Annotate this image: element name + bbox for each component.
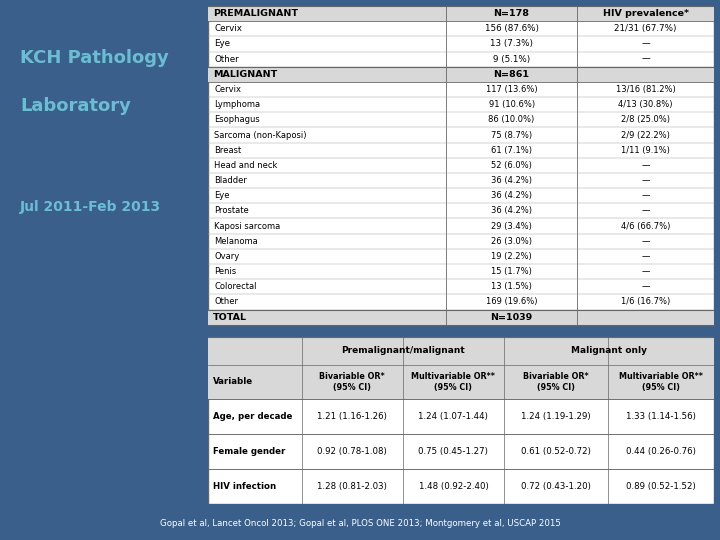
Text: Sarcoma (non-Kaposi): Sarcoma (non-Kaposi) (214, 131, 307, 139)
Text: 13/16 (81.2%): 13/16 (81.2%) (616, 85, 675, 94)
Text: 1/6 (16.7%): 1/6 (16.7%) (621, 298, 670, 307)
Bar (208, 309, 714, 325)
Text: 36 (4.2%): 36 (4.2%) (491, 191, 532, 200)
Text: Laboratory: Laboratory (20, 97, 131, 115)
Text: —: — (642, 237, 650, 246)
Text: 86 (10.0%): 86 (10.0%) (488, 116, 535, 124)
Text: Esophagus: Esophagus (214, 116, 260, 124)
Text: Age, per decade: Age, per decade (213, 412, 292, 421)
Text: —: — (642, 267, 650, 276)
Text: Gopal et al, Lancet Oncol 2013; Gopal et al, PLOS ONE 2013; Montgomery et al, US: Gopal et al, Lancet Oncol 2013; Gopal et… (160, 519, 560, 528)
Text: 2/9 (22.2%): 2/9 (22.2%) (621, 131, 670, 139)
Text: 0.72 (0.43-1.20): 0.72 (0.43-1.20) (521, 482, 591, 491)
Text: —: — (642, 161, 650, 170)
Text: Multivariable OR**
(95% CI): Multivariable OR** (95% CI) (619, 372, 703, 392)
Text: 75 (8.7%): 75 (8.7%) (491, 131, 532, 139)
Text: Melanoma: Melanoma (214, 237, 258, 246)
Text: 0.89 (0.52-1.52): 0.89 (0.52-1.52) (626, 482, 696, 491)
Text: 15 (1.7%): 15 (1.7%) (491, 267, 532, 276)
Text: 52 (6.0%): 52 (6.0%) (491, 161, 532, 170)
Text: 0.92 (0.78-1.08): 0.92 (0.78-1.08) (318, 447, 387, 456)
Text: 1.24 (1.19-1.29): 1.24 (1.19-1.29) (521, 412, 590, 421)
Text: 1/11 (9.1%): 1/11 (9.1%) (621, 146, 670, 154)
Text: N=178: N=178 (494, 9, 530, 18)
Bar (208, 364, 714, 399)
Text: Bivariable OR*
(95% CI): Bivariable OR* (95% CI) (320, 372, 385, 392)
Text: 29 (3.4%): 29 (3.4%) (491, 221, 532, 231)
Text: Bivariable OR*
(95% CI): Bivariable OR* (95% CI) (523, 372, 589, 392)
Text: 13 (1.5%): 13 (1.5%) (491, 282, 532, 291)
Text: Variable: Variable (213, 377, 253, 386)
Text: Female gender: Female gender (213, 447, 285, 456)
Text: 4/6 (66.7%): 4/6 (66.7%) (621, 221, 670, 231)
Text: 4/13 (30.8%): 4/13 (30.8%) (618, 100, 673, 109)
Text: Bladder: Bladder (214, 176, 247, 185)
Text: N=861: N=861 (494, 70, 530, 79)
Text: Breast: Breast (214, 146, 241, 154)
Text: Penis: Penis (214, 267, 236, 276)
Text: —: — (642, 55, 650, 64)
Text: 36 (4.2%): 36 (4.2%) (491, 206, 532, 215)
Text: 156 (87.6%): 156 (87.6%) (485, 24, 539, 33)
Text: PREMALIGNANT: PREMALIGNANT (213, 9, 298, 18)
Bar (208, 6, 714, 21)
Text: —: — (642, 176, 650, 185)
Text: 0.61 (0.52-0.72): 0.61 (0.52-0.72) (521, 447, 591, 456)
Text: HIV prevalence*: HIV prevalence* (603, 9, 689, 18)
Text: 91 (10.6%): 91 (10.6%) (489, 100, 535, 109)
Text: 1.24 (1.07-1.44): 1.24 (1.07-1.44) (418, 412, 488, 421)
Text: 0.44 (0.26-0.76): 0.44 (0.26-0.76) (626, 447, 696, 456)
Text: N=1039: N=1039 (490, 313, 533, 322)
Text: 1.48 (0.92-2.40): 1.48 (0.92-2.40) (418, 482, 488, 491)
Text: 0.75 (0.45-1.27): 0.75 (0.45-1.27) (418, 447, 488, 456)
Text: 36 (4.2%): 36 (4.2%) (491, 176, 532, 185)
Bar (208, 337, 714, 364)
Text: 2/8 (25.0%): 2/8 (25.0%) (621, 116, 670, 124)
Text: 1.28 (0.81-2.03): 1.28 (0.81-2.03) (318, 482, 387, 491)
Text: 19 (2.2%): 19 (2.2%) (491, 252, 532, 261)
Text: 117 (13.6%): 117 (13.6%) (486, 85, 537, 94)
Text: Eye: Eye (214, 191, 230, 200)
Text: —: — (642, 252, 650, 261)
Text: Malignant only: Malignant only (571, 347, 647, 355)
Text: 9 (5.1%): 9 (5.1%) (493, 55, 530, 64)
Text: 1.33 (1.14-1.56): 1.33 (1.14-1.56) (626, 412, 696, 421)
Text: TOTAL: TOTAL (213, 313, 247, 322)
Text: —: — (642, 206, 650, 215)
Text: Prostate: Prostate (214, 206, 249, 215)
Text: 13 (7.3%): 13 (7.3%) (490, 39, 533, 49)
Bar (208, 67, 714, 82)
Text: 169 (19.6%): 169 (19.6%) (486, 298, 537, 307)
Text: Jul 2011-Feb 2013: Jul 2011-Feb 2013 (20, 200, 161, 214)
Text: Premalignant/malignant: Premalignant/malignant (341, 347, 464, 355)
Text: 1.21 (1.16-1.26): 1.21 (1.16-1.26) (318, 412, 387, 421)
Text: Cervix: Cervix (214, 24, 242, 33)
Text: Ovary: Ovary (214, 252, 239, 261)
Text: 61 (7.1%): 61 (7.1%) (491, 146, 532, 154)
Text: Head and neck: Head and neck (214, 161, 277, 170)
Text: Eye: Eye (214, 39, 230, 49)
Text: Cervix: Cervix (214, 85, 241, 94)
Text: Other: Other (214, 55, 239, 64)
Bar (208, 6, 714, 325)
Text: Lymphoma: Lymphoma (214, 100, 260, 109)
Text: —: — (642, 191, 650, 200)
Text: MALIGNANT: MALIGNANT (213, 70, 277, 79)
Bar (208, 337, 714, 504)
Text: Other: Other (214, 298, 238, 307)
Text: Multivariable OR**
(95% CI): Multivariable OR** (95% CI) (411, 372, 495, 392)
Text: HIV infection: HIV infection (213, 482, 276, 491)
Text: 21/31 (67.7%): 21/31 (67.7%) (614, 24, 677, 33)
Text: Colorectal: Colorectal (214, 282, 256, 291)
Text: KCH Pathology: KCH Pathology (20, 49, 168, 66)
Text: 26 (3.0%): 26 (3.0%) (491, 237, 532, 246)
Text: Kaposi sarcoma: Kaposi sarcoma (214, 221, 280, 231)
Text: —: — (642, 282, 650, 291)
Text: —: — (642, 39, 650, 49)
